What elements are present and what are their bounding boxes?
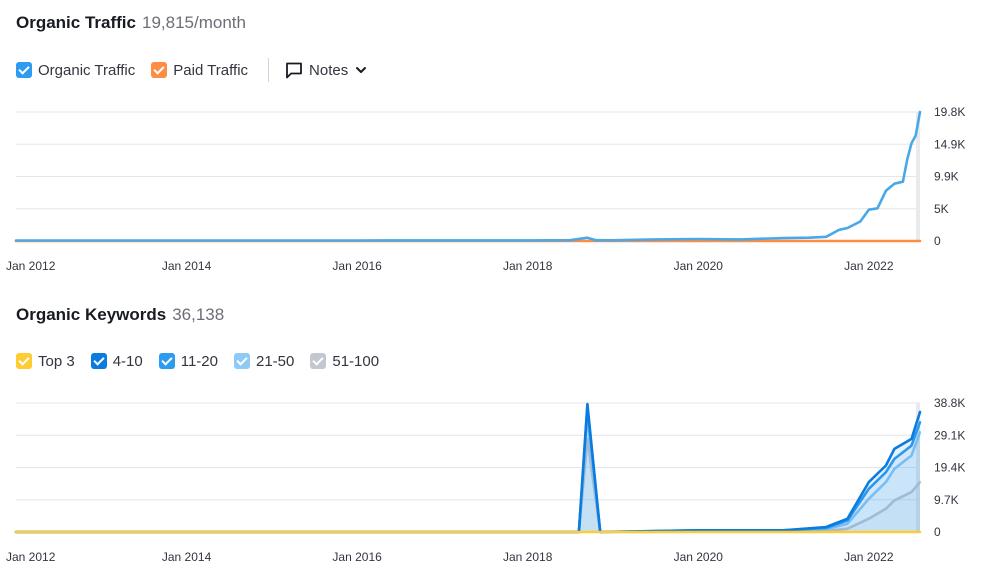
notes-icon — [286, 62, 302, 78]
y-tick-label: 0 — [934, 525, 941, 539]
x-tick-label: Jan 2022 — [844, 550, 894, 564]
current-period-band — [916, 112, 920, 241]
y-tick-label: 29.1K — [934, 428, 965, 442]
x-tick-label: Jan 2018 — [503, 259, 553, 273]
organic-keywords-chart: 38.8K 29.1K 19.4K 9.7K 0 Jan 2012 Jan 2014 Jan … — [6, 396, 965, 564]
legend-21-50[interactable]: 21-50 — [234, 353, 294, 370]
series-line-11-20[interactable] — [14, 406, 922, 534]
legend-label: 4-10 — [112, 352, 143, 370]
notes-dropdown[interactable]: Notes — [285, 62, 368, 79]
x-tick-label: Jan 2014 — [162, 550, 212, 564]
legend-label: 11-20 — [180, 352, 218, 370]
current-period-band — [916, 403, 920, 532]
checkbox-icon[interactable] — [151, 62, 168, 78]
y-tick-label: 9.9K — [934, 170, 959, 184]
checkbox-icon[interactable] — [234, 353, 250, 369]
x-tick-label: Jan 2016 — [332, 550, 382, 564]
x-tick-label: Jan 2018 — [503, 550, 553, 564]
series-line-51-100[interactable] — [14, 437, 922, 534]
legend-top-3[interactable]: Top 3 — [16, 353, 75, 370]
chevron-down-icon — [356, 67, 367, 73]
series-line-4-10[interactable] — [14, 402, 922, 534]
series-area-51-100 — [16, 438, 920, 532]
y-tick-label: 19.8K — [934, 105, 965, 119]
series-line-21-50[interactable] — [14, 414, 922, 534]
traffic-metric-value: 19,815/month — [141, 13, 246, 32]
keywords-title: Organic Keywords 36,138 — [16, 305, 224, 325]
traffic-title-label: Organic Traffic — [16, 13, 136, 32]
keywords-legend: Top 3 4-10 11-20 21-50 51-100 — [16, 350, 395, 372]
organic-traffic-chart: 19.8K 14.9K 9.9K 5K 0 Jan 2012 Jan 2014 Jan 201… — [6, 105, 965, 273]
series-area-21-50 — [16, 415, 920, 532]
legend-label: Paid Traffic — [173, 61, 249, 79]
series-area-11-20 — [16, 407, 920, 532]
keywords-title-label: Organic Keywords — [16, 305, 167, 324]
checkbox-icon[interactable] — [90, 353, 107, 369]
x-tick-label: Jan 2020 — [674, 550, 724, 564]
checkbox-icon[interactable] — [16, 62, 32, 78]
y-tick-label: 38.8K — [934, 396, 965, 410]
legend-51-100[interactable]: 51-100 — [310, 353, 379, 370]
x-tick-label: Jan 2012 — [6, 550, 56, 564]
traffic-legend: Organic Traffic Paid Traffic Notes — [16, 58, 368, 82]
checkbox-icon[interactable] — [16, 353, 32, 369]
x-tick-label: Jan 2016 — [332, 259, 382, 273]
x-tick-label: Jan 2022 — [844, 259, 894, 273]
notes-label: Notes — [309, 61, 349, 79]
series-line-organic-traffic[interactable] — [14, 110, 922, 242]
y-tick-label: 19.4K — [934, 461, 965, 475]
x-tick-label: Jan 2020 — [674, 259, 724, 273]
y-tick-label: 5K — [934, 202, 949, 216]
y-tick-label: 9.7K — [934, 493, 959, 507]
checkbox-icon[interactable] — [310, 353, 327, 369]
traffic-title: Organic Traffic 19,815/month — [16, 13, 246, 33]
y-tick-label: 0 — [934, 234, 941, 248]
legend-divider — [268, 58, 270, 82]
legend-11-20[interactable]: 11-20 — [158, 352, 218, 370]
legend-4-10[interactable]: 4-10 — [90, 352, 143, 370]
legend-label: 21-50 — [256, 352, 295, 370]
legend-organic-traffic[interactable]: Organic Traffic — [16, 62, 135, 79]
x-tick-label: Jan 2012 — [6, 259, 56, 273]
keywords-metric-value: 36,138 — [172, 305, 225, 324]
legend-label: Top 3 — [38, 352, 75, 370]
legend-paid-traffic[interactable]: Paid Traffic — [151, 62, 248, 79]
x-tick-label: Jan 2014 — [162, 259, 212, 273]
legend-label: Organic Traffic — [38, 61, 136, 79]
y-tick-label: 14.9K — [934, 137, 965, 151]
checkbox-icon[interactable] — [158, 353, 175, 369]
legend-label: 51-100 — [332, 352, 380, 370]
